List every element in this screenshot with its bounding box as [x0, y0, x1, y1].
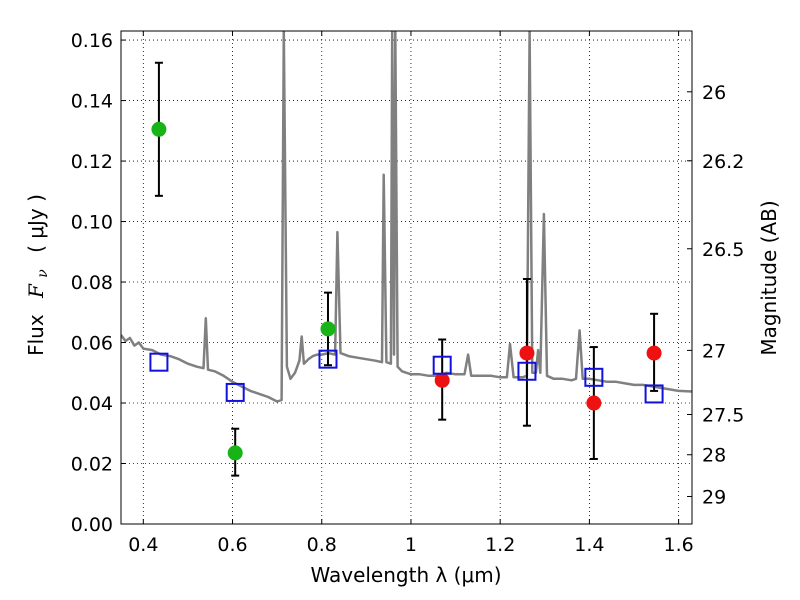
observed-point-green [320, 321, 336, 337]
grid-lines [121, 31, 692, 525]
observed-point-red [434, 372, 450, 388]
model-photometry-square [225, 382, 245, 402]
y-tick-label: 0.14 [71, 91, 113, 113]
error-bars-layer [154, 61, 659, 477]
observed-point-red [586, 395, 602, 411]
model-photometry-square [149, 352, 169, 372]
x-tick-label: 0.4 [128, 534, 158, 556]
y2-tick-label: 28 [702, 445, 726, 467]
x-tick-label: 1.4 [574, 534, 604, 556]
data-points-layer [149, 121, 664, 461]
y-axis-label-symbol: F [24, 283, 48, 299]
y-tick-label: 0.12 [71, 151, 113, 173]
y2-tick-label: 29 [702, 486, 726, 508]
observed-point-red [519, 345, 535, 361]
y2-tick-label: 26.2 [702, 151, 744, 173]
model-photometry-square [584, 367, 604, 387]
model-spectrum-line [121, 31, 692, 403]
model-photometry-square [644, 384, 664, 404]
x-tick-label: 0.8 [307, 534, 337, 556]
observed-point-green [227, 445, 243, 461]
model-spectrum-layer [121, 31, 692, 403]
y-tick-label: 0.06 [71, 333, 113, 355]
y-tick-label: 0.04 [71, 393, 113, 415]
y2-tick-label: 26 [702, 82, 726, 104]
observed-point-green [151, 121, 167, 137]
x-tick-label: 1.2 [485, 534, 515, 556]
y2-tick-label: 27.5 [702, 405, 744, 427]
y-axis-label: Flux F ν ( μJy ) [24, 194, 52, 356]
plot-frame [120, 30, 693, 525]
model-photometry-square [517, 361, 537, 381]
y-tick-label: 0.10 [71, 212, 113, 234]
y2-tick-label: 27 [702, 340, 726, 362]
x-tick-label: 1.6 [664, 534, 694, 556]
y2-tick-label: 26.5 [702, 239, 744, 261]
y-axis-label-subscript: ν [35, 269, 51, 278]
axis-ticks-layer: 0.4 0.6 0.8 1 1.2 1.4 1.6 0.00 0.02 0.04 0.06 0.08 0… [71, 30, 745, 556]
y2-axis-label: Magnitude (AB) [757, 200, 781, 355]
x-tick-label: 0.6 [217, 534, 247, 556]
y-tick-label: 0.02 [71, 454, 113, 476]
x-axis-label: Wavelength λ (μm) [310, 563, 501, 587]
model-photometry-square [432, 355, 452, 375]
y-tick-label: 0.16 [71, 30, 113, 52]
model-photometry-square [318, 349, 338, 369]
observed-point-red [646, 345, 662, 361]
y-axis-label-text: Flux [24, 314, 48, 356]
x-tick-label: 1 [405, 534, 417, 556]
y-tick-label: 0.00 [71, 514, 113, 536]
y-axis-label-unit: ( μJy ) [24, 194, 48, 253]
y-tick-label: 0.08 [71, 272, 113, 294]
